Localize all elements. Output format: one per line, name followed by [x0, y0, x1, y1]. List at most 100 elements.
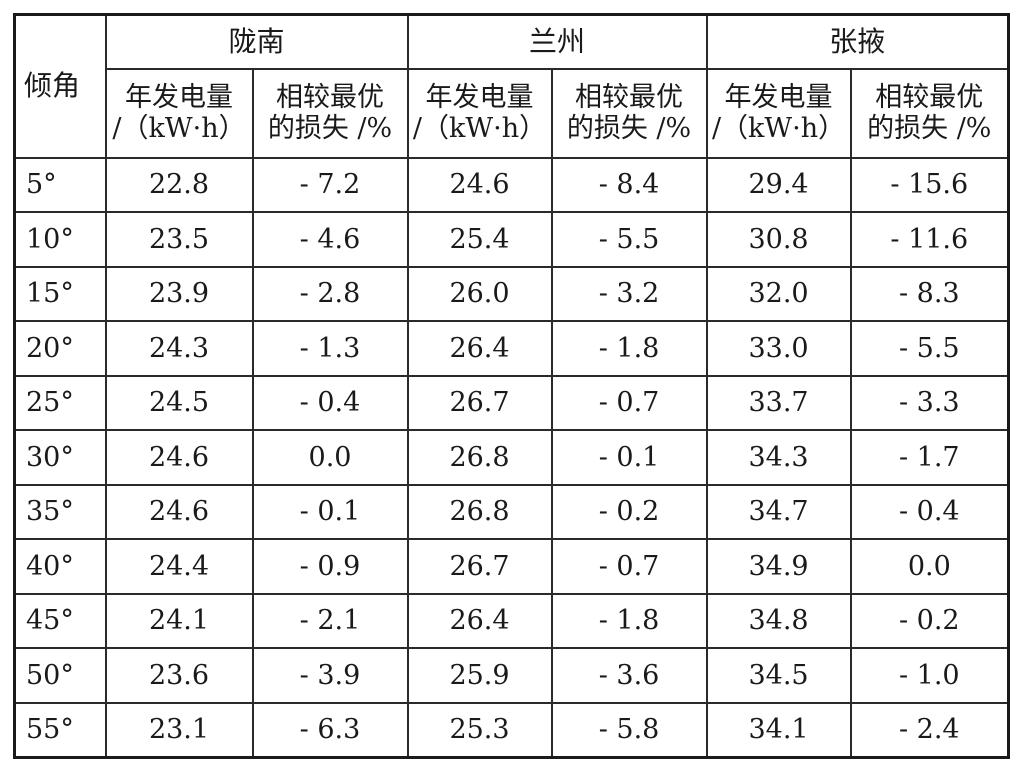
tilt-angle-cell: 50°	[13, 647, 107, 704]
annual-output-cell: 23.5	[104, 211, 254, 268]
loss-percent-cell: - 2.4	[849, 701, 1010, 758]
header-line: 相较最优	[875, 81, 984, 113]
tilt-angle-cell: 5°	[13, 156, 107, 213]
annual-output-cell: 22.8	[104, 156, 254, 213]
annual-output-cell: 26.7	[406, 374, 553, 431]
annual-output-cell: 34.3	[705, 429, 852, 486]
loss-percent-cell: 0.0	[849, 538, 1010, 595]
loss-percent-cell: - 4.6	[251, 211, 409, 268]
table-row: 20° 24.3- 1.3 26.4- 1.8 33.0- 5.5	[13, 320, 1010, 377]
header-line: 年发电量	[425, 81, 534, 113]
loss-percent-cell: - 1.3	[251, 320, 409, 377]
loss-percent-cell: - 1.7	[849, 429, 1010, 486]
annual-output-cell: 33.0	[705, 320, 852, 377]
table-row: 30° 24.6 0.0 26.8- 0.1 34.3- 1.7	[13, 429, 1010, 486]
header-row-regions: 倾角 陇南 兰州 张掖	[13, 13, 1010, 159]
table-row: 25° 24.5- 0.4 26.7- 0.7 33.7- 3.3	[13, 374, 1010, 431]
loss-percent-cell: - 5.5	[849, 320, 1010, 377]
table-row: 5° 22.8- 7.2 24.6- 8.4 29.4- 15.6	[13, 156, 1010, 213]
loss-header: 相较最优 的损失 /%	[849, 67, 1010, 159]
annual-output-cell: 26.8	[406, 483, 553, 540]
annual-output-cell: 34.8	[705, 592, 852, 649]
loss-header: 相较最优 的损失 /%	[550, 67, 708, 159]
header-line: 相较最优	[276, 81, 384, 113]
annual-output-cell: 24.6	[406, 156, 553, 213]
header-line: /（kW·h）	[112, 113, 246, 144]
loss-percent-cell: - 0.7	[550, 374, 708, 431]
loss-percent-cell: - 0.7	[550, 538, 708, 595]
annual-output-cell: 30.8	[705, 211, 852, 268]
loss-percent-cell: - 0.9	[251, 538, 409, 595]
annual-output-cell: 25.3	[406, 701, 553, 758]
header-line: 的损失 /%	[267, 113, 393, 144]
tilt-angle-cell: 30°	[13, 429, 107, 486]
annual-output-cell: 26.4	[406, 320, 553, 377]
loss-percent-cell: - 5.5	[550, 211, 708, 268]
loss-percent-cell: - 0.1	[251, 483, 409, 540]
table-row: 40° 24.4- 0.9 26.7- 0.7 34.9 0.0	[13, 538, 1010, 595]
data-table: 倾角 陇南 兰州 张掖 年发电量/（kW·h） 相较最优 的损失 /% 年发电量 /…	[13, 13, 1011, 759]
loss-percent-cell: - 8.4	[550, 156, 708, 213]
annual-output-cell: 32.0	[705, 265, 852, 322]
region-header-lanzhou: 兰州	[406, 13, 708, 70]
tilt-angle-cell: 10°	[13, 211, 107, 268]
loss-percent-cell: - 2.1	[251, 592, 409, 649]
table-row: 15° 23.9- 2.8 26.0- 3.2 32.0- 8.3	[13, 265, 1010, 322]
loss-percent-cell: - 0.4	[251, 374, 409, 431]
annual-output-cell: 24.1	[104, 592, 254, 649]
table-row: 35° 24.6- 0.1 26.8- 0.2 34.7- 0.4	[13, 483, 1010, 540]
loss-percent-cell: - 1.8	[550, 320, 708, 377]
header-line: /（kW·h）	[711, 113, 846, 144]
annual-output-cell: 23.1	[104, 701, 254, 758]
region-header-longnan: 陇南	[104, 13, 409, 70]
annual-output-header: 年发电量/（kW·h）	[705, 67, 852, 159]
tilt-angle-cell: 20°	[13, 320, 107, 377]
annual-output-cell: 34.7	[705, 483, 852, 540]
loss-percent-cell: - 0.1	[550, 429, 708, 486]
loss-percent-cell: - 1.0	[849, 647, 1010, 704]
annual-output-header: 年发电量/（kW·h）	[406, 67, 553, 159]
annual-output-cell: 29.4	[705, 156, 852, 213]
loss-percent-cell: - 2.8	[251, 265, 409, 322]
tilt-angle-cell: 40°	[13, 538, 107, 595]
loss-percent-cell: - 15.6	[849, 156, 1010, 213]
loss-percent-cell: - 1.8	[550, 592, 708, 649]
annual-output-cell: 33.7	[705, 374, 852, 431]
annual-output-cell: 25.9	[406, 647, 553, 704]
annual-output-cell: 34.5	[705, 647, 852, 704]
table-row: 10° 23.5- 4.6 25.4- 5.5 30.8- 11.6	[13, 211, 1010, 268]
loss-percent-cell: - 6.3	[251, 701, 409, 758]
annual-output-cell: 24.4	[104, 538, 254, 595]
header-line: 的损失 /%	[867, 113, 992, 144]
annual-output-cell: 26.7	[406, 538, 553, 595]
tilt-angle-cell: 15°	[13, 265, 107, 322]
loss-percent-cell: - 3.6	[550, 647, 708, 704]
annual-output-cell: 26.4	[406, 592, 553, 649]
loss-percent-cell: - 0.2	[550, 483, 708, 540]
annual-output-cell: 34.9	[705, 538, 852, 595]
loss-header: 相较最优 的损失 /%	[251, 67, 409, 159]
loss-percent-cell: - 0.4	[849, 483, 1010, 540]
tilt-angle-header: 倾角	[13, 13, 107, 159]
header-line: 相较最优	[575, 81, 684, 113]
loss-percent-cell: - 8.3	[849, 265, 1010, 322]
tilt-angle-cell: 35°	[13, 483, 107, 540]
loss-percent-cell: - 11.6	[849, 211, 1010, 268]
region-header-zhangye: 张掖	[705, 13, 1010, 70]
loss-percent-cell: - 3.9	[251, 647, 409, 704]
annual-output-cell: 24.6	[104, 483, 254, 540]
table-row: 55° 23.1- 6.3 25.3- 5.8 34.1- 2.4	[13, 701, 1010, 758]
header-line: 年发电量	[724, 81, 833, 113]
header-line: 的损失 /%	[566, 113, 692, 144]
annual-output-cell: 25.4	[406, 211, 553, 268]
loss-percent-cell: - 3.3	[849, 374, 1010, 431]
tilt-angle-cell: 45°	[13, 592, 107, 649]
header-line: /（kW·h）	[412, 113, 547, 144]
header-row-metrics: 年发电量/（kW·h） 相较最优 的损失 /% 年发电量/（kW·h） 相较最优的…	[15, 67, 1010, 159]
annual-output-cell: 24.6	[104, 429, 254, 486]
loss-percent-cell: - 3.2	[550, 265, 708, 322]
loss-percent-cell: 0.0	[251, 429, 409, 486]
tilt-angle-cell: 25°	[13, 374, 107, 431]
annual-output-header: 年发电量/（kW·h）	[104, 67, 254, 159]
loss-percent-cell: - 7.2	[251, 156, 409, 213]
